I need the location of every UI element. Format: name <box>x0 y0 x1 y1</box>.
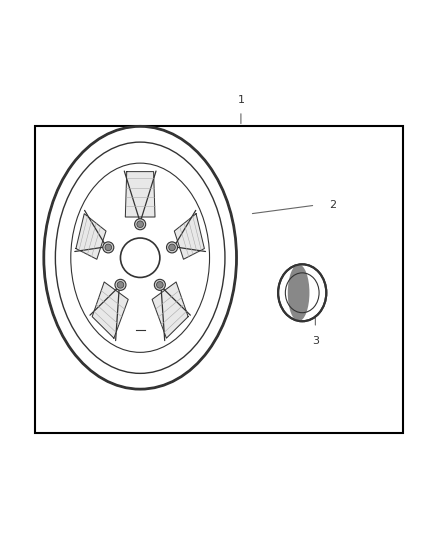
Circle shape <box>169 244 175 251</box>
Polygon shape <box>125 172 155 217</box>
Circle shape <box>156 281 163 288</box>
Circle shape <box>103 242 114 253</box>
Circle shape <box>105 244 112 251</box>
Circle shape <box>115 279 126 290</box>
Polygon shape <box>92 282 128 338</box>
Ellipse shape <box>278 264 326 321</box>
Ellipse shape <box>288 264 309 321</box>
Circle shape <box>154 279 166 290</box>
Circle shape <box>166 242 177 253</box>
Polygon shape <box>152 282 188 338</box>
Circle shape <box>134 219 146 230</box>
Text: 2: 2 <box>329 200 336 210</box>
Text: 1: 1 <box>237 95 244 105</box>
Circle shape <box>117 281 124 288</box>
Polygon shape <box>174 214 205 259</box>
Text: 3: 3 <box>312 336 319 346</box>
Polygon shape <box>76 214 106 259</box>
Circle shape <box>120 238 160 278</box>
Circle shape <box>137 221 144 228</box>
